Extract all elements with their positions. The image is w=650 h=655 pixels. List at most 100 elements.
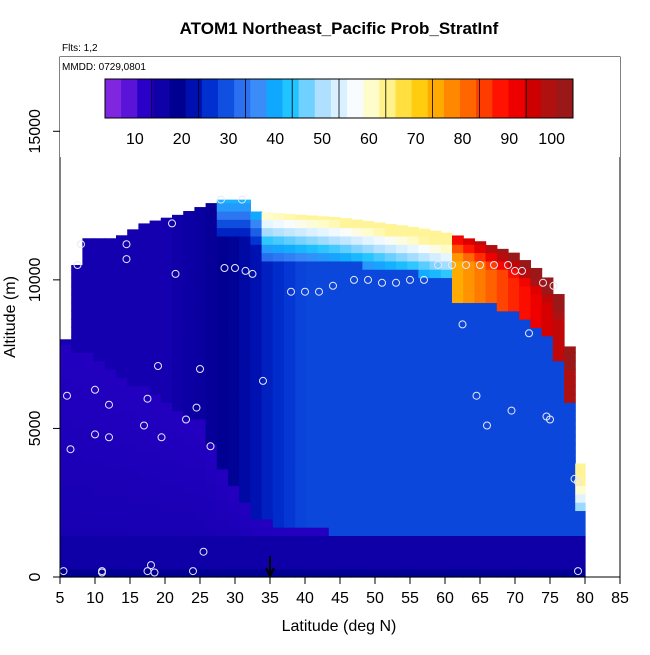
heatmap-cell xyxy=(138,510,151,520)
heatmap-cell xyxy=(508,310,520,320)
heatmap-cell xyxy=(261,310,274,320)
heatmap-cell xyxy=(452,527,464,536)
heatmap-cell xyxy=(463,402,475,412)
heatmap-cell xyxy=(116,485,128,495)
heatmap-cell xyxy=(407,252,419,262)
heatmap-cell xyxy=(418,344,431,353)
heatmap-cell xyxy=(474,344,487,353)
heatmap-cell xyxy=(149,427,162,437)
heatmap-cell xyxy=(272,568,285,578)
heatmap-cell xyxy=(440,260,453,270)
heatmap-cell xyxy=(485,245,498,254)
heatmap-cell xyxy=(396,302,408,312)
heatmap-cell xyxy=(205,335,218,345)
heatmap-cell xyxy=(272,493,285,503)
heatmap-cell xyxy=(485,493,498,503)
heatmap-cell xyxy=(396,418,408,428)
heatmap-cell xyxy=(340,410,352,420)
heatmap-cell xyxy=(519,552,531,561)
heatmap-cell xyxy=(463,535,475,545)
heatmap-cell xyxy=(396,335,408,345)
heatmap-cell xyxy=(340,369,352,378)
heatmap-cell xyxy=(508,560,520,570)
heatmap-cell xyxy=(261,418,274,428)
heatmap-cell xyxy=(519,369,531,378)
heatmap-cell xyxy=(474,502,487,512)
heatmap-cell xyxy=(261,227,274,237)
heatmap-cell xyxy=(82,260,95,270)
heatmap-cell xyxy=(250,360,263,370)
heatmap-cell xyxy=(194,310,207,320)
heatmap-cell xyxy=(328,344,341,353)
heatmap-cell xyxy=(82,294,95,304)
heatmap-cell xyxy=(127,518,139,528)
heatmap-cell xyxy=(138,485,151,495)
heatmap-cell xyxy=(71,302,83,312)
heatmap-cell xyxy=(104,260,117,270)
heatmap-cell xyxy=(564,377,576,387)
heatmap-cell xyxy=(205,360,218,370)
heatmap-cell xyxy=(71,435,83,445)
heatmap-cell xyxy=(149,360,162,370)
heatmap-cell xyxy=(564,352,576,362)
heatmap-cell xyxy=(485,393,498,403)
heatmap-cell xyxy=(261,460,274,470)
heatmap-cell xyxy=(272,535,285,545)
heatmap-cell xyxy=(418,352,431,362)
heatmap-cell xyxy=(575,477,586,487)
heatmap-cell xyxy=(295,360,307,370)
heatmap-cell xyxy=(149,285,162,295)
heatmap-cell xyxy=(71,369,83,378)
heatmap-cell xyxy=(205,352,218,362)
heatmap-cell xyxy=(228,527,240,536)
observation-point xyxy=(206,442,215,451)
heatmap-cell xyxy=(530,352,543,362)
heatmap-cell xyxy=(407,302,419,312)
heatmap-cell xyxy=(429,468,442,478)
heatmap-cell xyxy=(194,344,207,353)
heatmap-cell xyxy=(239,294,251,304)
heatmap-cell xyxy=(216,410,229,420)
heatmap-cell xyxy=(564,360,576,370)
heatmap-cell xyxy=(440,302,453,312)
heatmap-cell xyxy=(183,319,195,328)
heatmap-cell xyxy=(138,477,151,487)
heatmap-cell xyxy=(474,393,487,403)
heatmap-cell xyxy=(496,568,509,578)
observation-point xyxy=(259,376,267,385)
heatmap-cell xyxy=(306,252,319,262)
heatmap-cell xyxy=(452,410,464,420)
heatmap-cell xyxy=(373,252,386,262)
heatmap-cell xyxy=(463,285,475,295)
heatmap-cell xyxy=(205,510,218,520)
heatmap-cell xyxy=(216,319,229,328)
heatmap-cell xyxy=(272,477,285,487)
heatmap-cell xyxy=(328,543,341,553)
heatmap-cell xyxy=(384,294,397,304)
heatmap-cell xyxy=(452,402,464,412)
heatmap-cell xyxy=(183,543,195,553)
heatmap-cell xyxy=(306,552,319,561)
heatmap-cell xyxy=(239,252,251,262)
heatmap-cell xyxy=(396,477,408,487)
heatmap-cell xyxy=(496,468,509,478)
heatmap-cell xyxy=(463,385,475,395)
heatmap-cell xyxy=(228,410,240,420)
heatmap-cell xyxy=(564,410,576,420)
heatmap-cell xyxy=(183,235,195,245)
heatmap-cell xyxy=(205,418,218,428)
heatmap-cell xyxy=(384,244,397,254)
heatmap-cell xyxy=(508,527,520,536)
heatmap-cell xyxy=(60,352,72,362)
heatmap-cell xyxy=(519,302,531,312)
heatmap-cell xyxy=(138,427,151,437)
heatmap-cell xyxy=(541,352,554,362)
observation-point xyxy=(549,281,558,290)
heatmap-cell xyxy=(149,369,162,378)
heatmap-cell xyxy=(194,327,207,337)
heatmap-cell xyxy=(575,543,586,553)
heatmap-cell xyxy=(575,502,586,512)
heatmap-cell xyxy=(463,418,475,428)
heatmap-cell xyxy=(239,277,251,287)
observation-point xyxy=(420,275,428,284)
